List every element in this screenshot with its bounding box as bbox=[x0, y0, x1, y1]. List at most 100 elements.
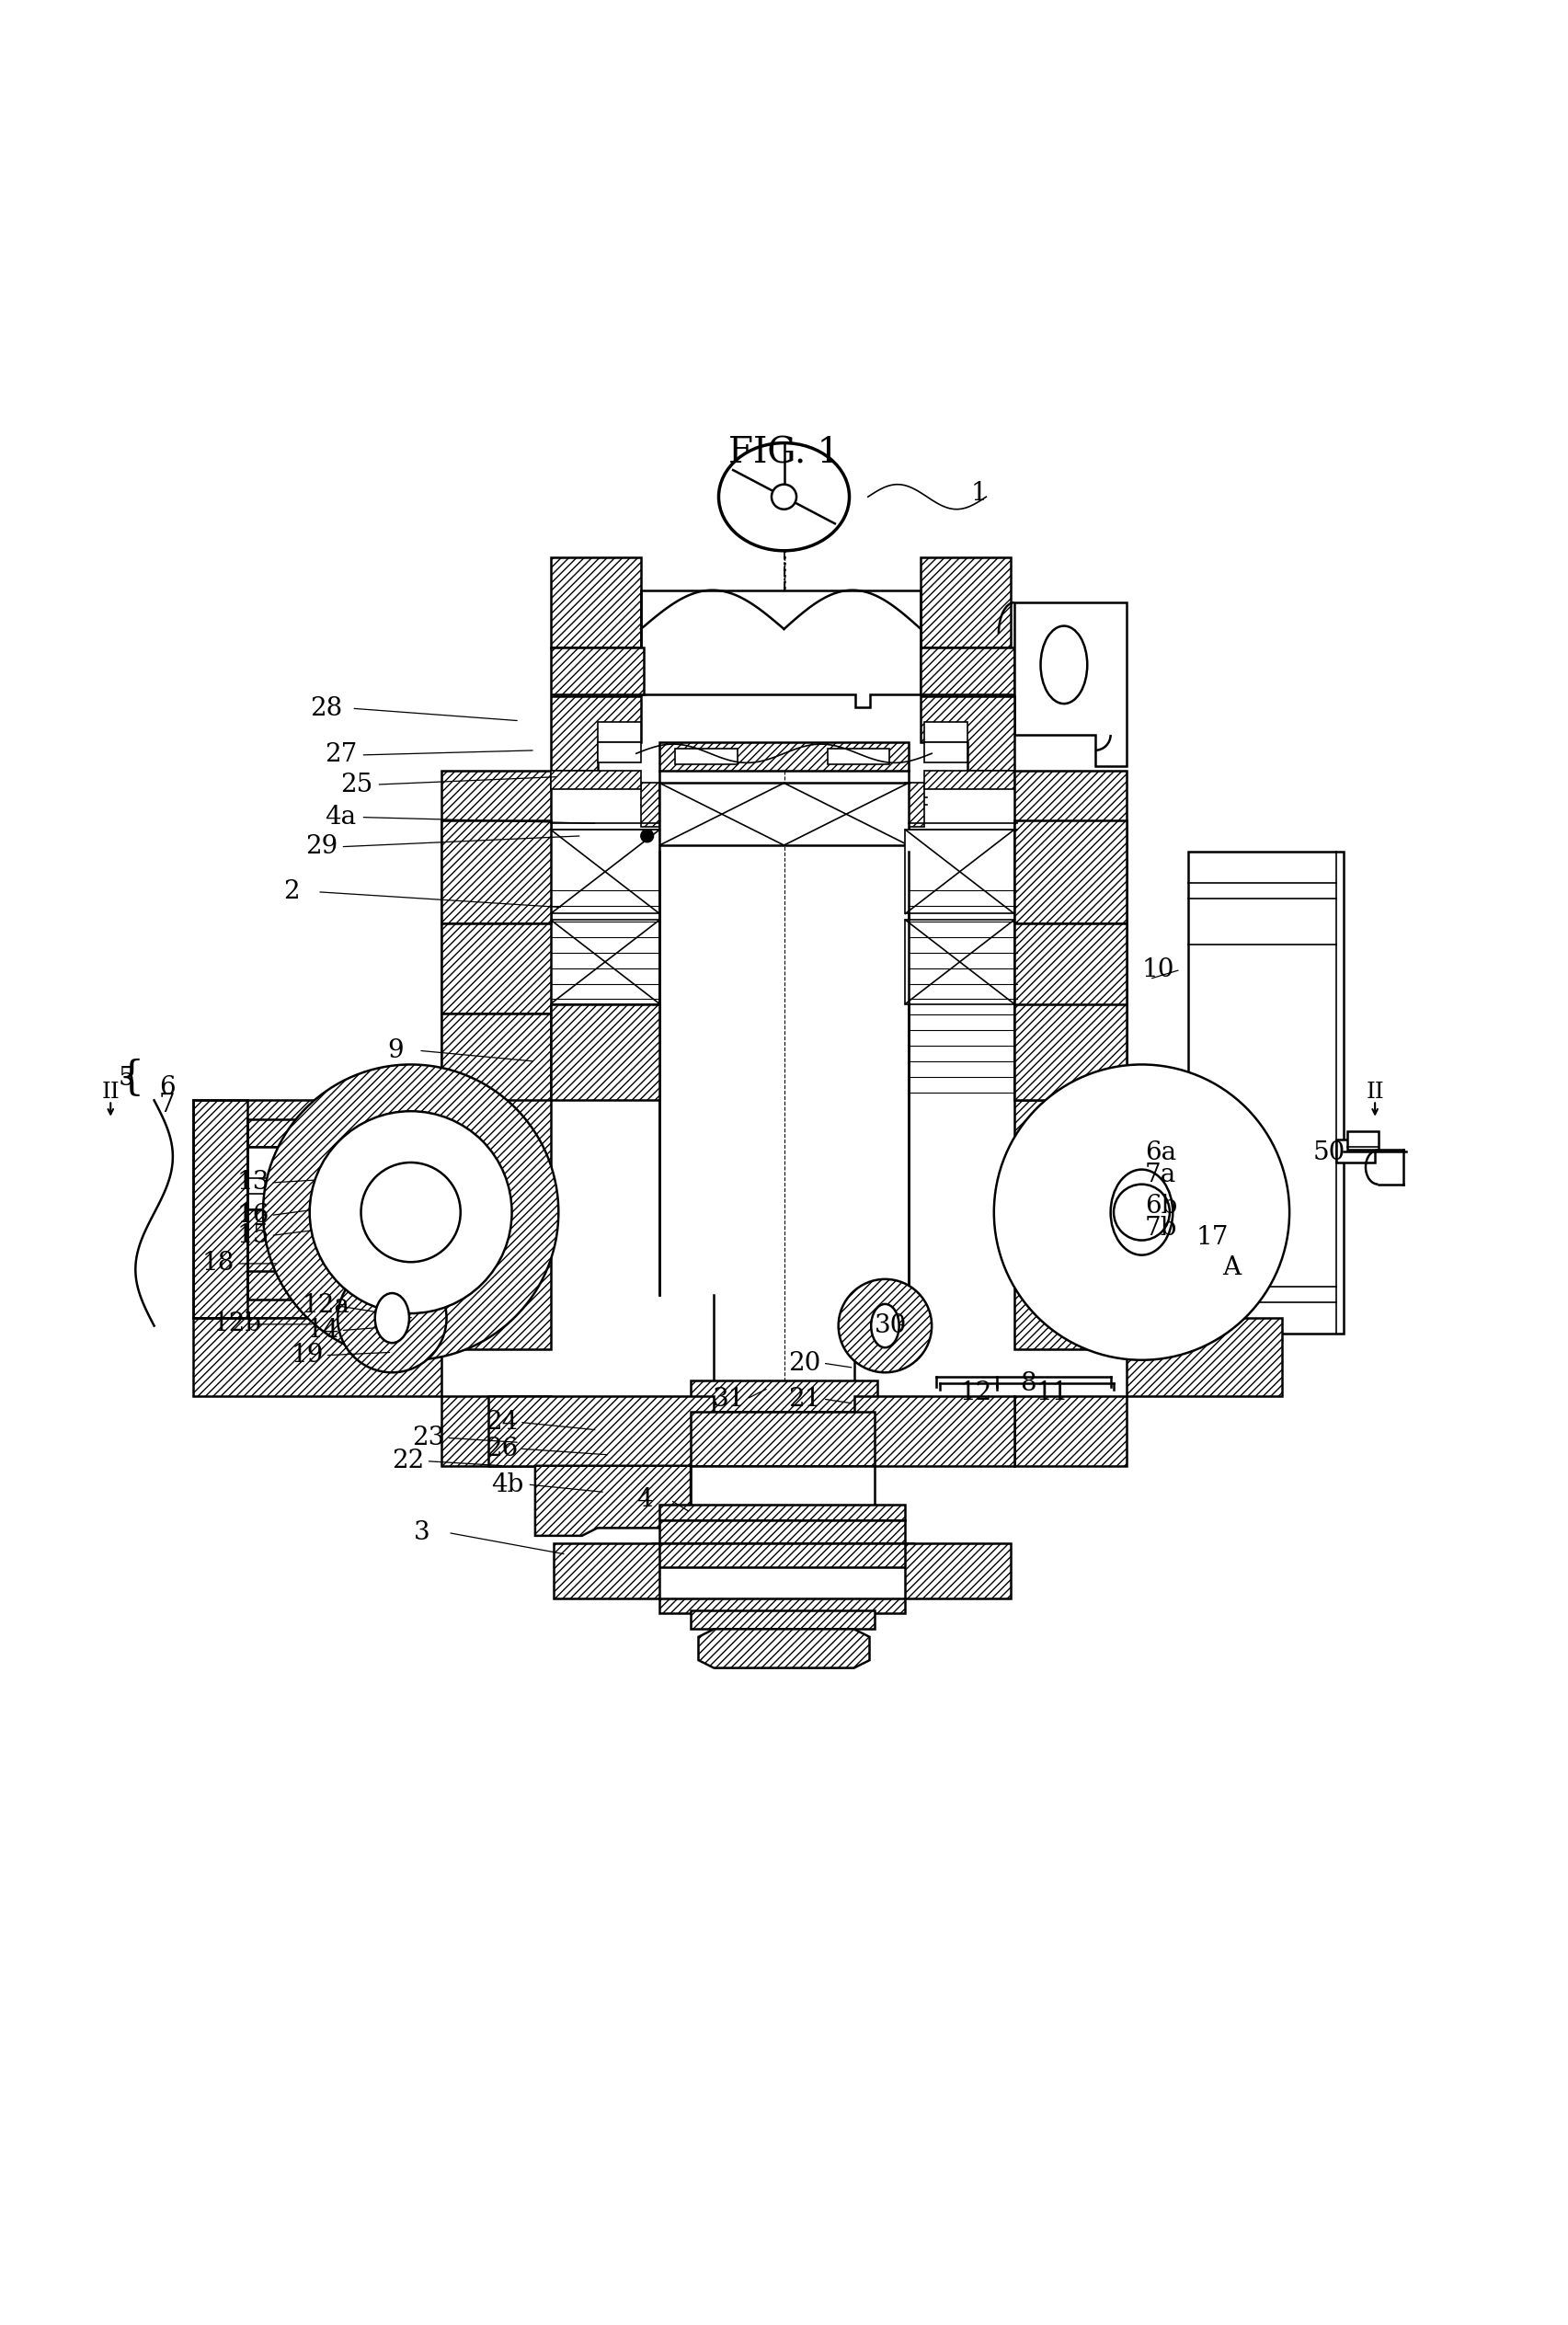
Text: 6a: 6a bbox=[1145, 1142, 1176, 1165]
Text: II: II bbox=[102, 1081, 119, 1102]
Bar bbox=[652, 1544, 913, 1567]
Text: 6: 6 bbox=[158, 1076, 176, 1100]
Bar bbox=[597, 723, 641, 742]
Bar bbox=[550, 1004, 660, 1100]
Text: 28: 28 bbox=[309, 695, 342, 721]
Bar bbox=[550, 830, 660, 914]
Polygon shape bbox=[1014, 770, 1126, 1348]
Text: {: { bbox=[118, 1058, 144, 1097]
Bar bbox=[905, 784, 924, 828]
Bar bbox=[920, 649, 1014, 695]
Text: 15: 15 bbox=[237, 1223, 270, 1249]
Circle shape bbox=[309, 1111, 511, 1314]
Bar bbox=[1336, 1139, 1375, 1162]
Circle shape bbox=[1071, 1142, 1212, 1283]
Ellipse shape bbox=[1041, 625, 1087, 704]
Bar bbox=[660, 1504, 905, 1521]
Ellipse shape bbox=[872, 1304, 898, 1348]
Bar bbox=[1014, 1014, 1126, 1100]
Circle shape bbox=[1094, 1165, 1189, 1258]
Bar bbox=[690, 1411, 875, 1465]
Text: 21: 21 bbox=[789, 1386, 822, 1411]
Text: 16: 16 bbox=[237, 1202, 270, 1228]
Bar bbox=[1126, 1118, 1281, 1146]
Text: 12: 12 bbox=[960, 1381, 993, 1404]
Text: 50: 50 bbox=[1312, 1142, 1345, 1165]
Text: 10: 10 bbox=[1142, 958, 1174, 981]
Polygon shape bbox=[920, 695, 1014, 770]
Text: 29: 29 bbox=[306, 835, 337, 860]
Ellipse shape bbox=[718, 444, 850, 551]
Bar bbox=[660, 742, 908, 770]
Bar bbox=[550, 649, 644, 695]
Polygon shape bbox=[489, 1395, 713, 1465]
Bar bbox=[690, 1465, 875, 1521]
Bar bbox=[597, 742, 641, 763]
Circle shape bbox=[1113, 1183, 1170, 1239]
Text: 24: 24 bbox=[486, 1409, 517, 1435]
Bar bbox=[442, 1014, 550, 1100]
Text: 13: 13 bbox=[237, 1169, 270, 1195]
Polygon shape bbox=[550, 695, 641, 770]
Bar bbox=[828, 749, 889, 765]
Circle shape bbox=[1002, 1072, 1281, 1353]
Text: 22: 22 bbox=[392, 1448, 425, 1474]
Bar bbox=[550, 921, 660, 1004]
Text: 20: 20 bbox=[789, 1351, 822, 1376]
Polygon shape bbox=[1189, 851, 1344, 1335]
Circle shape bbox=[771, 484, 797, 509]
Bar bbox=[690, 1381, 878, 1411]
Bar bbox=[442, 923, 550, 1014]
Polygon shape bbox=[535, 1465, 690, 1537]
Polygon shape bbox=[698, 1630, 870, 1667]
Bar bbox=[1014, 923, 1126, 1014]
Bar bbox=[660, 1597, 905, 1614]
Text: 3: 3 bbox=[414, 1521, 430, 1546]
Polygon shape bbox=[442, 770, 550, 1348]
Polygon shape bbox=[1014, 602, 1126, 765]
Circle shape bbox=[1049, 1118, 1236, 1307]
Circle shape bbox=[839, 1279, 931, 1372]
Bar bbox=[905, 921, 1014, 1004]
Bar bbox=[248, 1272, 442, 1300]
Text: 14: 14 bbox=[307, 1318, 339, 1344]
Ellipse shape bbox=[379, 1169, 442, 1256]
Bar bbox=[924, 723, 967, 742]
Polygon shape bbox=[855, 1395, 1014, 1465]
Text: A: A bbox=[1223, 1256, 1242, 1281]
Bar bbox=[248, 1118, 442, 1146]
Bar bbox=[660, 1521, 905, 1544]
Text: II: II bbox=[1366, 1081, 1385, 1102]
Bar bbox=[660, 784, 908, 846]
Bar bbox=[1347, 1132, 1378, 1151]
Text: 12b: 12b bbox=[213, 1311, 262, 1337]
Text: 17: 17 bbox=[1196, 1225, 1229, 1249]
Circle shape bbox=[1025, 1095, 1259, 1330]
Ellipse shape bbox=[375, 1293, 409, 1344]
Text: 30: 30 bbox=[875, 1314, 906, 1339]
Bar bbox=[641, 784, 660, 828]
Polygon shape bbox=[442, 1395, 550, 1465]
Polygon shape bbox=[641, 591, 920, 707]
Ellipse shape bbox=[1110, 1169, 1173, 1256]
Circle shape bbox=[994, 1065, 1289, 1360]
Bar bbox=[1014, 821, 1126, 923]
Bar bbox=[442, 821, 550, 923]
Circle shape bbox=[641, 830, 654, 842]
Bar bbox=[550, 558, 641, 649]
Polygon shape bbox=[1126, 1100, 1281, 1318]
Text: 31: 31 bbox=[712, 1386, 745, 1411]
Text: 25: 25 bbox=[340, 772, 373, 797]
Bar bbox=[924, 742, 967, 763]
Text: 5: 5 bbox=[118, 1067, 135, 1090]
Bar bbox=[248, 1146, 442, 1209]
Polygon shape bbox=[193, 1100, 442, 1318]
Circle shape bbox=[361, 1162, 461, 1262]
Text: 12a: 12a bbox=[303, 1293, 350, 1318]
Text: 11: 11 bbox=[1036, 1381, 1069, 1404]
Bar bbox=[676, 749, 737, 765]
Polygon shape bbox=[905, 1544, 1011, 1597]
Text: 4b: 4b bbox=[492, 1472, 524, 1497]
Text: 6b: 6b bbox=[1145, 1193, 1178, 1218]
Text: 7: 7 bbox=[158, 1093, 176, 1118]
